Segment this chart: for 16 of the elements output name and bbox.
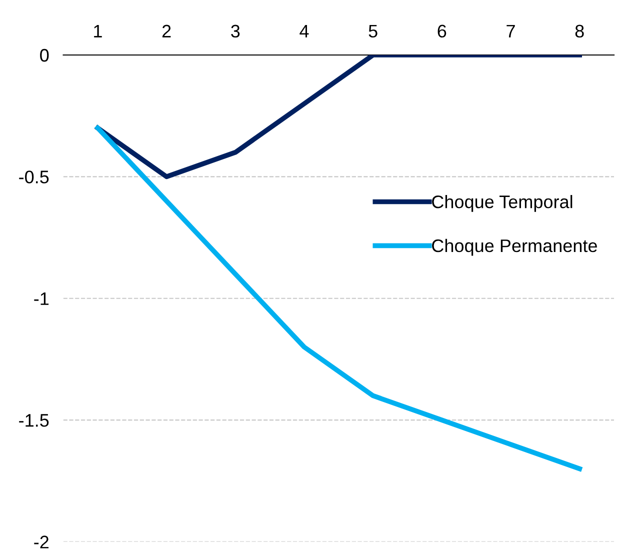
x-tick-label: 6 [438,24,446,38]
y-tick-label: 0 [40,48,49,62]
y-tick-label: -0.5 [19,170,49,184]
y-tick-label: -2 [34,536,49,548]
legend-label: Choque Permanente [432,238,597,256]
x-tick-label: 7 [506,24,515,38]
x-tick-label: 2 [162,24,171,38]
y-tick-label: -1 [34,292,49,305]
legend-label: Choque Temporal [432,194,572,212]
x-tick-label: 4 [300,24,309,38]
x-tick-label: 3 [231,24,240,38]
x-tick-label: 5 [368,24,378,38]
x-tick-label: 8 [575,24,584,38]
y-tick-label: -1.5 [19,414,49,427]
x-tick-label: 1 [94,24,102,38]
line-series [95,55,582,180]
